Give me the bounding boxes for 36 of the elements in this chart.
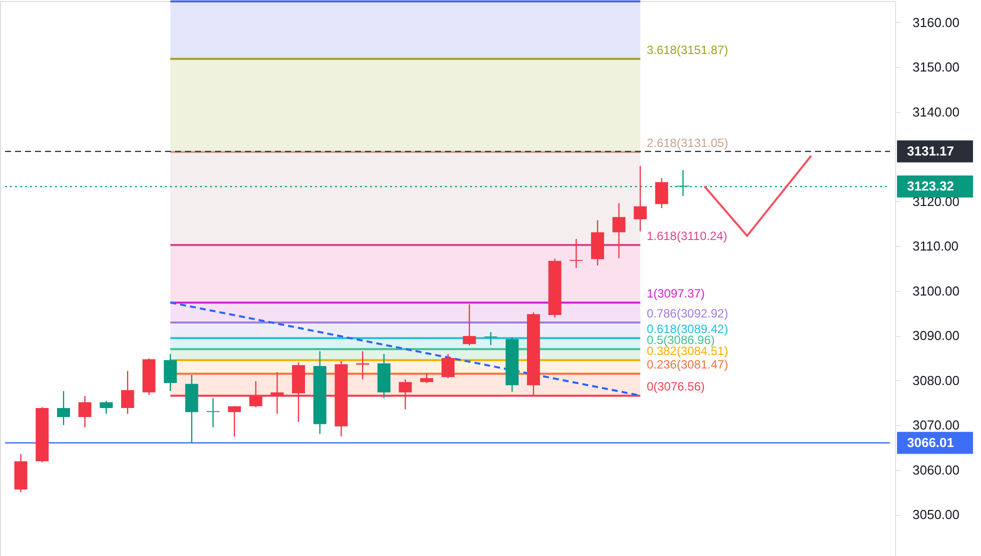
y-tick-label: 3140.00 bbox=[912, 104, 960, 120]
y-tick-label: 3160.00 bbox=[912, 14, 960, 30]
y-tick-label: 3050.00 bbox=[912, 507, 960, 522]
candlestick bbox=[442, 353, 455, 379]
candlestick bbox=[634, 165, 647, 232]
candlestick bbox=[462, 304, 476, 346]
candlestick bbox=[420, 372, 434, 384]
ref-line-label: 3066.01 bbox=[907, 434, 954, 450]
y-tick-label: 3070.00 bbox=[912, 418, 960, 433]
ref-line-label: 2.618(3131.05) bbox=[646, 136, 728, 150]
candlestick bbox=[206, 398, 220, 428]
ref-line-label: 0.618(3089.42) bbox=[646, 322, 728, 336]
y-tick-label: 3110.00 bbox=[912, 238, 959, 254]
y-tick-label: 3060.00 bbox=[912, 462, 960, 478]
y-tick-label: 3080.00 bbox=[912, 372, 960, 388]
y-tick-label: 3090.00 bbox=[912, 328, 960, 344]
candlestick bbox=[228, 406, 241, 438]
y-tick-label: 3150.00 bbox=[912, 60, 960, 75]
candlestick bbox=[655, 178, 668, 209]
candlestick bbox=[57, 390, 70, 426]
y-tick-label: 3100.00 bbox=[912, 283, 960, 298]
candlestick bbox=[100, 400, 113, 414]
ref-line-label: 3123.32 bbox=[907, 178, 954, 194]
ref-line-label: 1.618(3110.24) bbox=[646, 229, 728, 244]
ref-line-label: 3131.17 bbox=[907, 143, 954, 158]
ref-line-label: 1(3097.37) bbox=[646, 286, 705, 301]
candlestick bbox=[121, 370, 134, 414]
ref-line-label: 0(3076.56) bbox=[646, 380, 705, 394]
candlestick bbox=[612, 202, 626, 259]
candlestick bbox=[78, 395, 92, 428]
ref-line-label: 0.236(3081.47) bbox=[646, 358, 728, 372]
ref-line-label: 0.786(3092.92) bbox=[646, 306, 728, 321]
candlestick bbox=[164, 353, 177, 392]
ref-line-label: 3.618(3151.87) bbox=[646, 42, 728, 57]
candlestick bbox=[484, 331, 498, 346]
candlestick bbox=[570, 238, 583, 269]
